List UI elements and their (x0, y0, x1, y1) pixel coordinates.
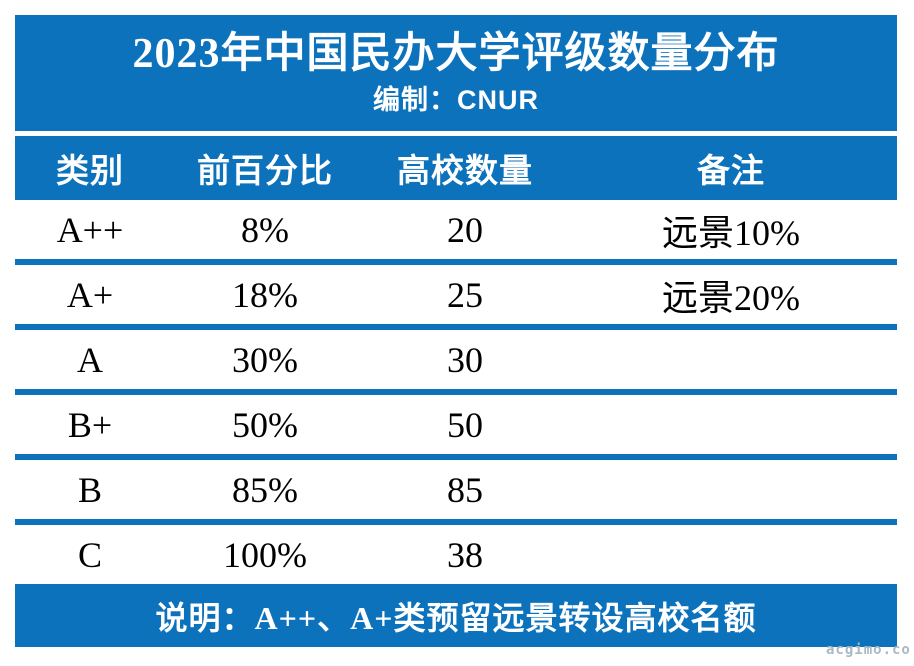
watermark: acgimo.co (826, 642, 911, 658)
content-frame: 2023年中国民办大学评级数量分布 编制：CNUR 类别 前百分比 高校数量 备… (15, 15, 897, 647)
title-band: 2023年中国民办大学评级数量分布 编制：CNUR (15, 15, 897, 131)
cell-count: 38 (447, 534, 483, 575)
compiled-by-subtitle: 编制：CNUR (373, 85, 539, 115)
table-row: C 100% 38 (15, 525, 897, 584)
cell-count: 25 (447, 274, 483, 315)
column-header-note: 备注 (697, 154, 765, 190)
cell-category: A+ (66, 274, 114, 315)
table-row: B 85% 85 (15, 460, 897, 525)
cell-percentile: 100% (223, 534, 307, 575)
cell-category: A++ (56, 209, 124, 250)
cell-category: A (77, 339, 103, 380)
cell-note: 远景10% (662, 212, 800, 253)
cell-percentile: 18% (232, 274, 298, 315)
table-header-row: 类别 前百分比 高校数量 备注 (15, 136, 897, 200)
cell-category: C (77, 534, 102, 575)
cell-percentile: 50% (232, 404, 298, 445)
cell-count: 50 (447, 404, 483, 445)
column-header-count: 高校数量 (397, 154, 533, 190)
column-header-category: 类别 (56, 154, 124, 190)
cell-note: 远景20% (662, 277, 800, 318)
band-divider (15, 131, 897, 136)
table-row: A++ 8% 20 远景10% (15, 200, 897, 265)
cell-category: B (77, 469, 102, 510)
table-row: A+ 18% 25 远景20% (15, 265, 897, 330)
table-body: A++ 8% 20 远景10% A+ 18% 25 远景20% A 30% 30… (15, 200, 897, 584)
footer-note: 说明：A++、A+类预留远景转设高校名额 (15, 584, 897, 647)
cell-count: 85 (447, 469, 483, 510)
cell-percentile: 85% (232, 469, 298, 510)
page-title: 2023年中国民办大学评级数量分布 (132, 31, 780, 77)
cell-percentile: 30% (232, 339, 298, 380)
cell-category: B+ (67, 404, 113, 445)
cell-count: 30 (447, 339, 483, 380)
table-row: A 30% 30 (15, 330, 897, 395)
cell-count: 20 (447, 209, 483, 250)
table-row: B+ 50% 50 (15, 395, 897, 460)
cell-percentile: 8% (241, 209, 289, 250)
column-header-percentile: 前百分比 (197, 154, 333, 190)
